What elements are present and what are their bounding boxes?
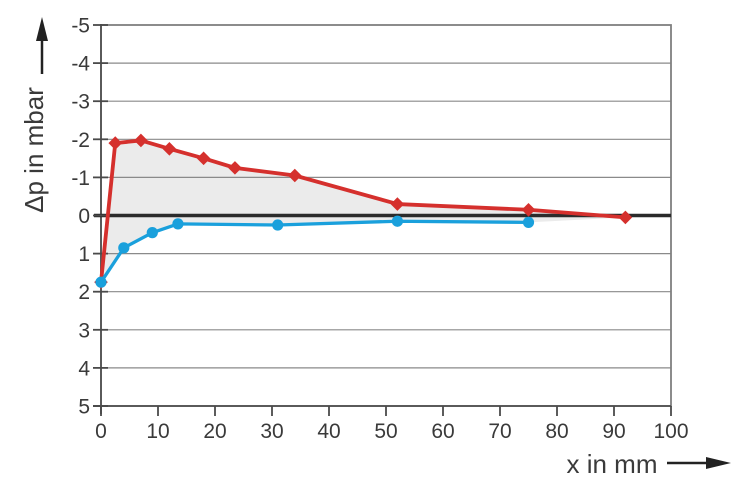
blue-circle-marker <box>172 218 184 230</box>
y-axis-title: Δp in mbar <box>19 87 49 213</box>
y-axis-arrow-up-icon <box>36 17 48 74</box>
red-diamond-marker <box>228 161 242 175</box>
y-tick-label: -4 <box>71 53 90 76</box>
red-diamond-marker <box>162 142 177 156</box>
blue-circle-marker <box>118 242 130 254</box>
blue-circle-marker <box>391 215 403 227</box>
between-curves-fill <box>101 140 626 283</box>
x-tick-label: 90 <box>602 420 625 443</box>
x-tick-label: 10 <box>146 420 169 443</box>
y-tick-label: 3 <box>78 319 90 342</box>
x-axis-title-group: x in mm <box>567 449 731 479</box>
x-axis-arrow-right-icon <box>667 457 731 469</box>
red-diamond-marker <box>618 210 633 225</box>
blue-circle-series-line <box>99 219 531 284</box>
red-diamond-marker <box>196 151 211 166</box>
x-tick-label: 80 <box>545 420 568 443</box>
y-tick-label: -3 <box>71 91 90 114</box>
red-diamond-marker <box>521 202 536 217</box>
x-tick-label: 20 <box>203 420 226 443</box>
x-tick-label: 70 <box>488 420 511 443</box>
x-tick-label: 100 <box>653 420 688 443</box>
y-tick-label: 4 <box>78 357 90 380</box>
x-tick-label: 50 <box>374 420 397 443</box>
y-tick-label: -1 <box>71 167 90 190</box>
x-tick-label: 30 <box>260 420 283 443</box>
blue-circle-marker <box>146 227 158 239</box>
blue-circle-marker <box>272 219 284 231</box>
red-diamond-marker <box>134 133 148 148</box>
blue-circle-marker <box>522 216 535 228</box>
x-tick-label: 0 <box>95 420 107 443</box>
x-axis-title: x in mm <box>567 449 658 479</box>
y-tick-label: 5 <box>78 396 90 419</box>
y-tick-label: 1 <box>78 243 90 266</box>
y-tick-label: 0 <box>78 205 90 228</box>
y-tick-label: -5 <box>71 15 90 38</box>
red-diamond-marker <box>288 168 302 183</box>
blue-circle-marker <box>95 276 107 288</box>
red-diamond-series-line <box>99 138 628 285</box>
y-tick-label: -2 <box>71 129 90 152</box>
y-tick-label: 2 <box>78 281 90 304</box>
x-tick-label: 40 <box>317 420 340 443</box>
red-diamond-marker <box>390 197 405 211</box>
red-diamond-marker <box>108 136 123 150</box>
x-tick-label: 60 <box>431 420 454 443</box>
y-axis-title-group: Δp in mbar <box>19 17 49 213</box>
